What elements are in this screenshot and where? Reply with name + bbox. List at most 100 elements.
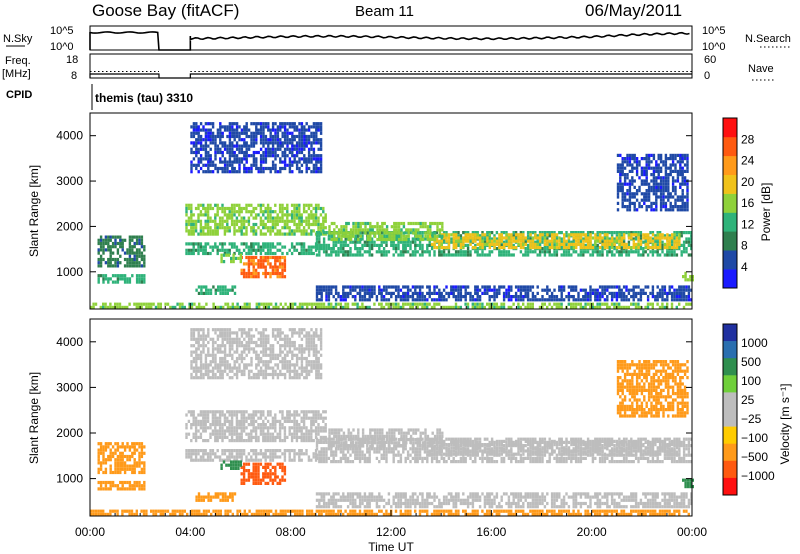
power-cell bbox=[500, 243, 503, 247]
power-cell bbox=[476, 233, 479, 237]
power-cell bbox=[226, 248, 229, 252]
power-cell bbox=[243, 144, 246, 148]
power-cell bbox=[233, 210, 236, 214]
velocity-cell bbox=[223, 416, 227, 420]
power-cell bbox=[466, 302, 470, 306]
power-cell bbox=[633, 185, 636, 189]
velocity-cell bbox=[233, 449, 236, 453]
power-cell bbox=[474, 243, 477, 247]
power-cell bbox=[610, 291, 614, 295]
power-cell bbox=[621, 163, 624, 167]
velocity-cell bbox=[317, 423, 320, 427]
power-cell bbox=[661, 295, 664, 299]
power-cell bbox=[107, 241, 110, 246]
power-cell bbox=[252, 275, 255, 279]
power-cell bbox=[334, 288, 338, 292]
power-cell bbox=[426, 250, 429, 254]
velocity-cell bbox=[257, 435, 260, 439]
power-cell bbox=[320, 291, 323, 295]
power-cell bbox=[121, 305, 124, 309]
power-cell bbox=[291, 134, 294, 139]
power-cell bbox=[284, 302, 287, 306]
power-cell bbox=[627, 250, 631, 254]
power-cell bbox=[596, 305, 599, 309]
velocity-cell bbox=[119, 467, 122, 471]
power-cell bbox=[121, 241, 124, 246]
power-cell bbox=[247, 271, 251, 276]
power-cell bbox=[207, 163, 210, 167]
power-cell bbox=[318, 291, 321, 295]
power-cell bbox=[538, 231, 542, 235]
power-cell bbox=[219, 288, 222, 292]
velocity-cell bbox=[140, 451, 144, 455]
power-cell bbox=[102, 280, 105, 284]
power-cell bbox=[459, 246, 463, 250]
power-cell bbox=[483, 242, 487, 246]
power-cell bbox=[674, 201, 677, 205]
power-cell bbox=[632, 302, 635, 306]
power-cell bbox=[228, 229, 231, 233]
power-cell bbox=[223, 226, 227, 230]
power-cell bbox=[397, 221, 401, 226]
power-cell bbox=[608, 250, 611, 254]
power-cell bbox=[565, 234, 568, 238]
power-cell bbox=[431, 234, 434, 238]
power-cell bbox=[433, 285, 436, 289]
power-cell bbox=[235, 154, 239, 158]
power-cell bbox=[429, 225, 432, 229]
power-cell bbox=[361, 305, 364, 309]
power-cell bbox=[259, 210, 263, 214]
power-cell bbox=[281, 251, 284, 256]
power-cell bbox=[550, 295, 554, 299]
power-cell bbox=[281, 125, 284, 129]
power-cell bbox=[512, 234, 515, 238]
power-cell bbox=[635, 246, 638, 250]
power-cell bbox=[526, 305, 530, 309]
power-cell bbox=[652, 189, 656, 193]
power-cell bbox=[550, 291, 554, 295]
power-cell bbox=[681, 189, 684, 193]
power-cell bbox=[319, 170, 323, 174]
power-cell bbox=[664, 163, 668, 167]
power-cell bbox=[197, 141, 200, 145]
power-cell bbox=[228, 170, 232, 174]
power-cell bbox=[216, 226, 219, 230]
power-cell bbox=[310, 210, 313, 214]
power-cell bbox=[608, 305, 611, 309]
velocity-cell bbox=[218, 432, 222, 436]
power-cell bbox=[131, 261, 134, 265]
velocity-cell bbox=[259, 429, 263, 433]
power-cell bbox=[438, 288, 441, 292]
power-cell bbox=[622, 231, 626, 235]
velocity-cell bbox=[305, 410, 308, 414]
velocity-cell bbox=[111, 445, 115, 449]
power-cell bbox=[591, 243, 595, 247]
power-cell bbox=[283, 213, 287, 217]
power-cell bbox=[664, 201, 668, 205]
power-cell bbox=[652, 176, 656, 180]
power-cell bbox=[675, 236, 679, 240]
power-cell bbox=[317, 170, 320, 174]
power-cell bbox=[293, 138, 296, 142]
power-cell bbox=[204, 128, 208, 132]
power-cell bbox=[382, 253, 386, 257]
power-cell bbox=[216, 210, 219, 214]
power-cell bbox=[584, 302, 587, 306]
velocity-cell bbox=[271, 452, 275, 456]
power-cell bbox=[393, 228, 396, 232]
power-cell bbox=[656, 285, 659, 289]
power-cell bbox=[647, 192, 651, 196]
power-cell bbox=[399, 250, 403, 254]
power-cell bbox=[262, 157, 265, 161]
power-cell bbox=[526, 234, 530, 238]
power-cell bbox=[426, 228, 430, 232]
power-cell bbox=[522, 239, 525, 243]
power-cell bbox=[606, 285, 609, 289]
power-cell bbox=[359, 221, 362, 226]
power-cell bbox=[416, 250, 419, 254]
power-cell bbox=[352, 221, 355, 226]
velocity-cell bbox=[230, 416, 234, 420]
power-cell bbox=[259, 259, 263, 263]
power-cell bbox=[657, 185, 660, 189]
power-cell bbox=[274, 138, 277, 142]
